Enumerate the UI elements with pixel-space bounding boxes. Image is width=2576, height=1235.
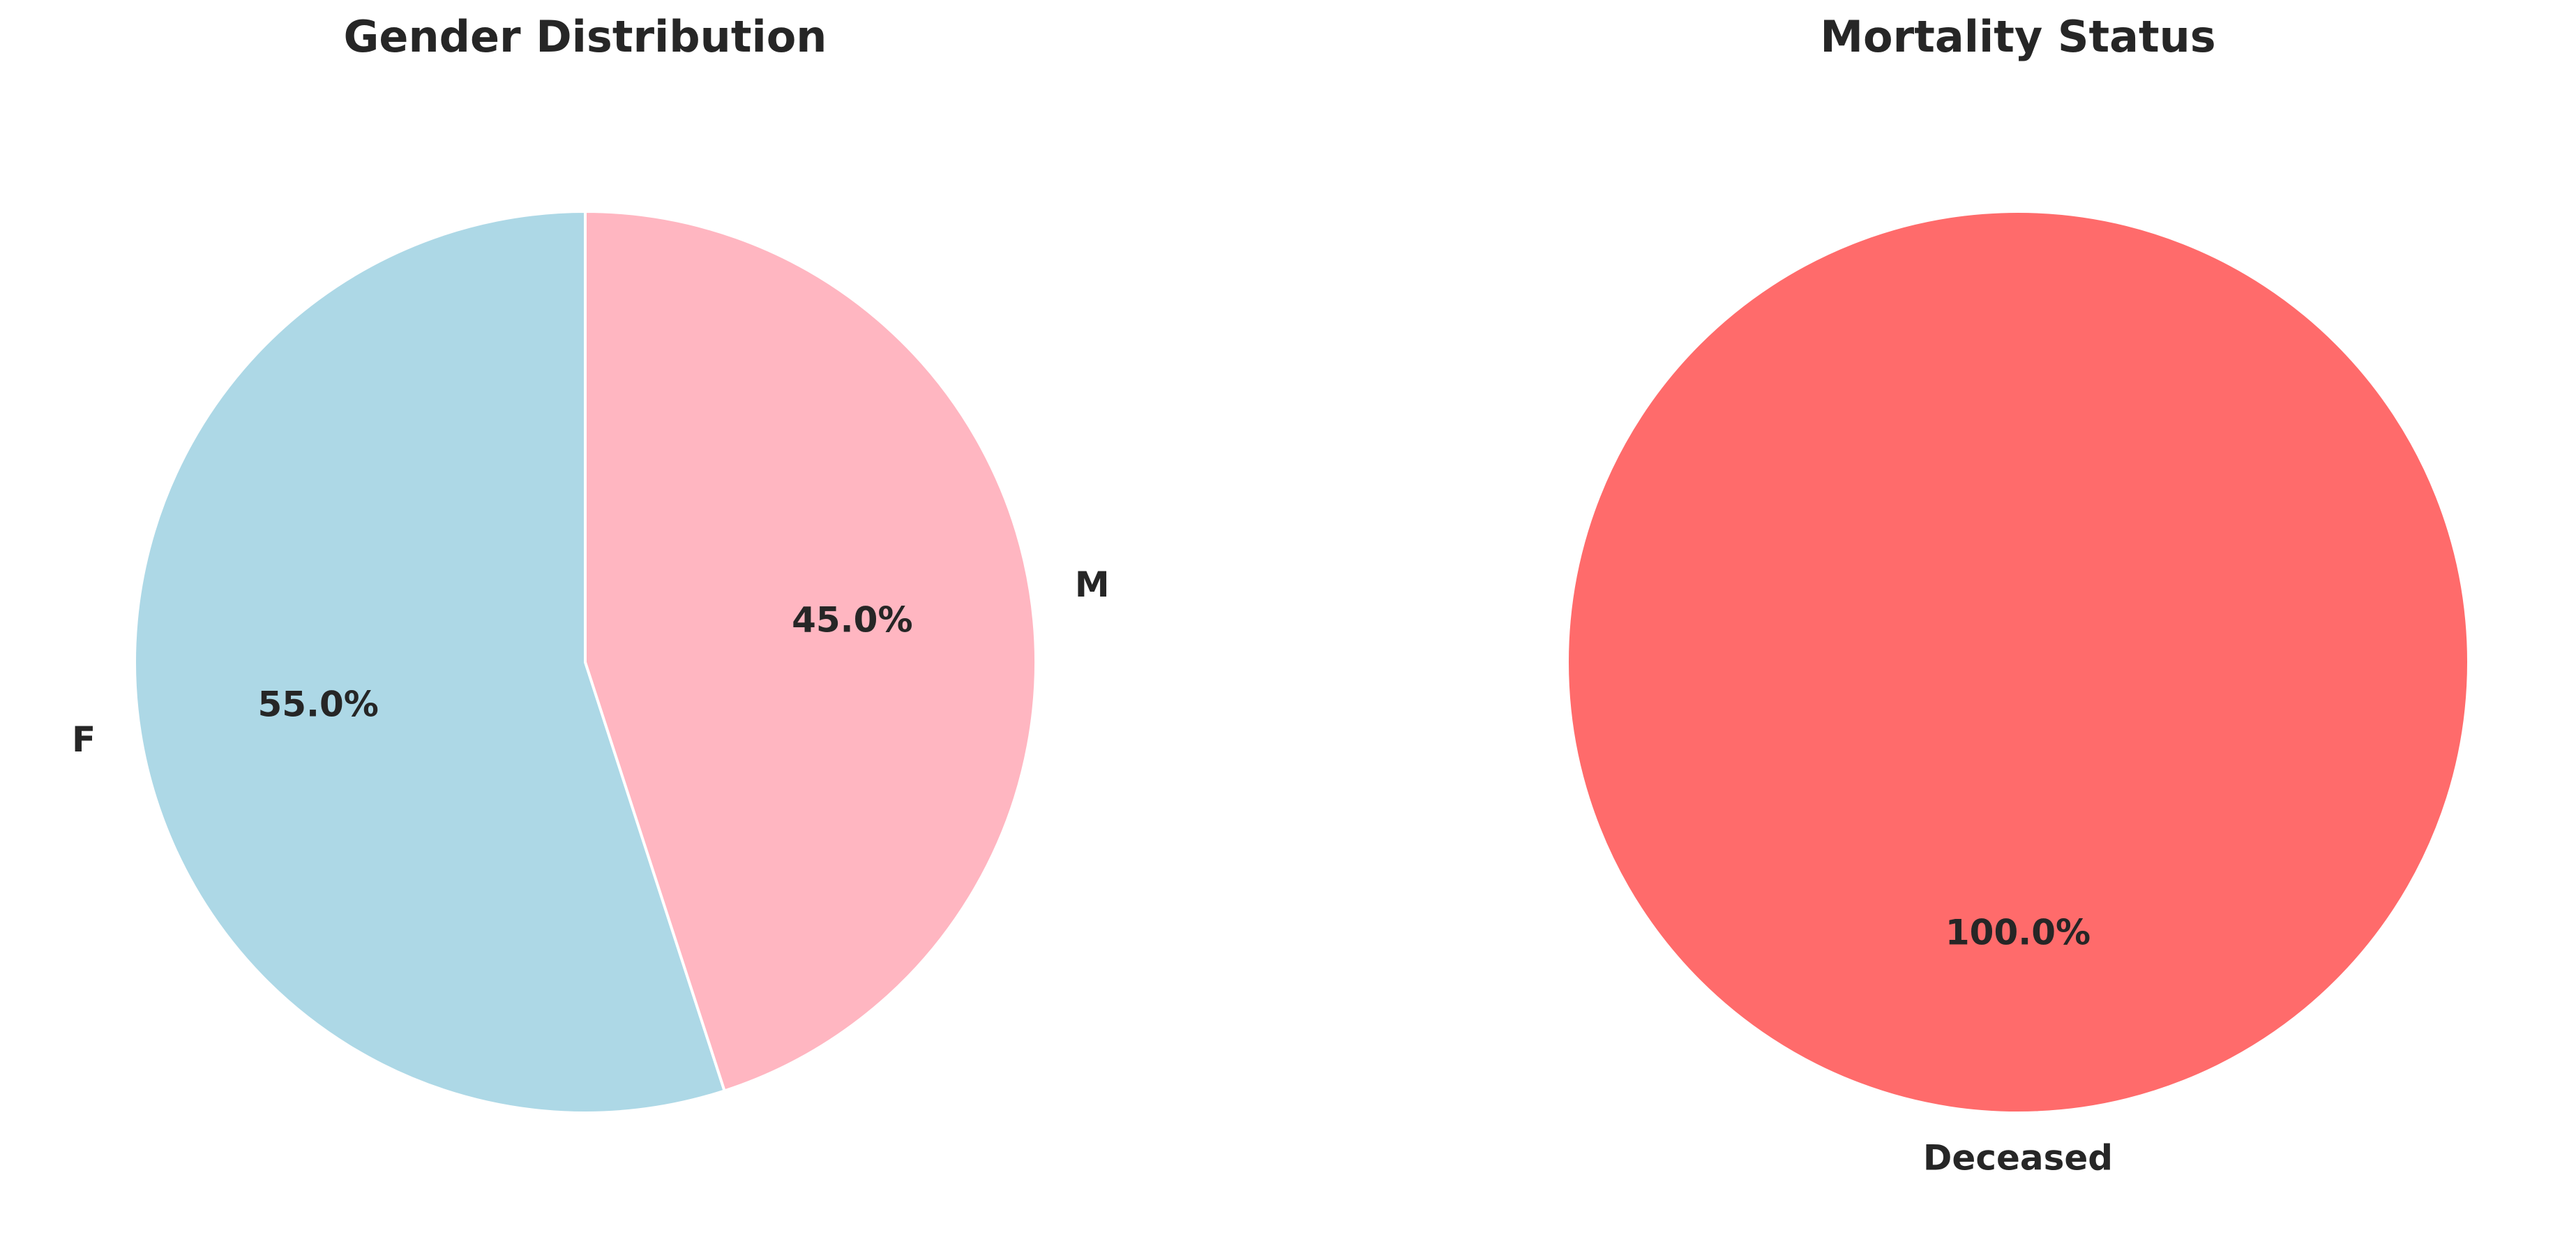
percent-label-deceased: 100.0%	[1945, 913, 2091, 953]
pie-slice-deceased	[1566, 210, 2470, 1114]
percent-label-f: 55.0%	[257, 684, 378, 725]
chart-title: Mortality Status	[1820, 11, 2215, 62]
gender-distribution-chart: Gender Distribution F 55.0% M 45.0%	[72, 11, 1110, 1114]
slice-label-m: M	[1075, 564, 1110, 605]
pie-slice-f	[133, 210, 726, 1114]
mortality-status-chart: Mortality Status Deceased 100.0%	[1566, 11, 2470, 1178]
chart-title: Gender Distribution	[344, 11, 827, 62]
slice-label-deceased: Deceased	[1923, 1138, 2113, 1178]
percent-label-m: 45.0%	[792, 599, 912, 640]
slice-label-f: F	[72, 719, 96, 760]
pie-slice-m	[584, 210, 1037, 1093]
